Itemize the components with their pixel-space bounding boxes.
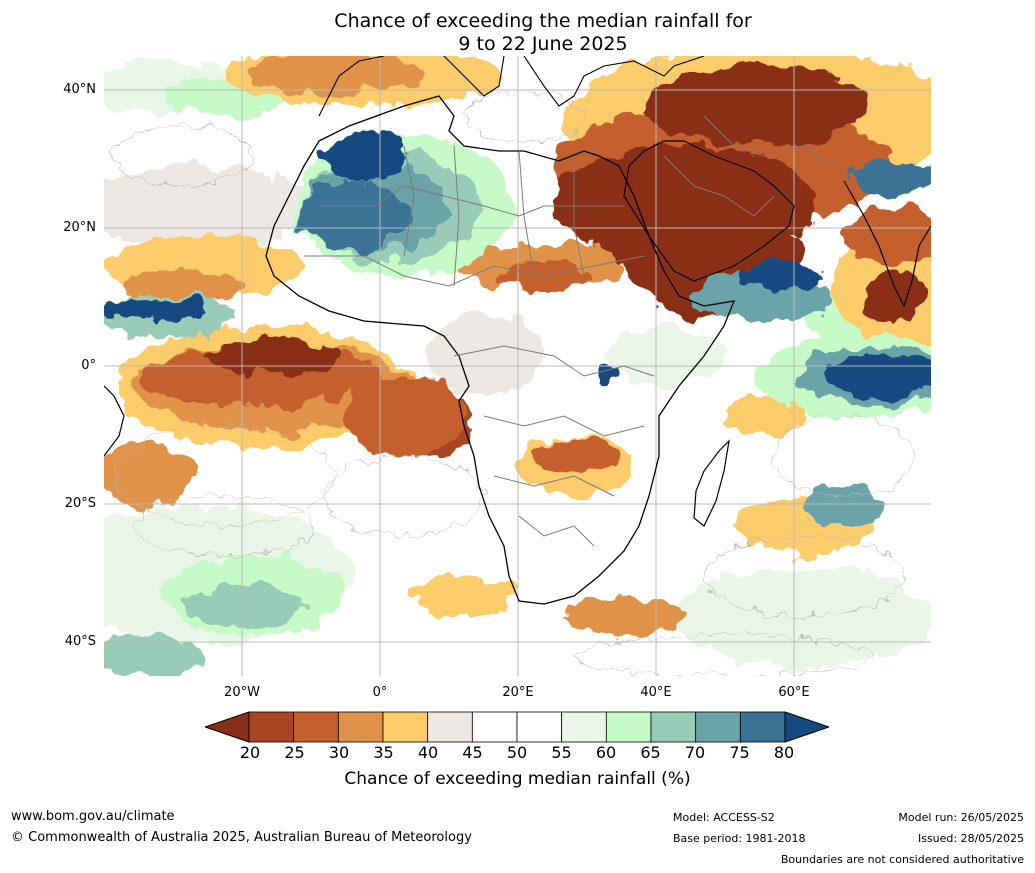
latitude-label-40n: 40°N xyxy=(63,82,96,97)
map-title-line-1: Chance of exceeding the median rainfall … xyxy=(334,10,752,32)
longitude-label-0: 0° xyxy=(372,685,388,700)
colorbar-tick: 40 xyxy=(417,743,439,762)
rainfall-probability-map xyxy=(104,56,931,676)
base-period: Base period: 1981-2018 xyxy=(673,832,806,845)
model-name: Model: ACCESS-S2 xyxy=(673,811,775,824)
madagascar-coastline xyxy=(693,439,730,527)
colorbar-segment xyxy=(561,711,607,743)
colorbar-tick: 55 xyxy=(551,743,572,762)
colorbar-segment xyxy=(605,711,652,743)
longitude-label-20e: 20°E xyxy=(502,685,534,700)
colorbar-tick: 80 xyxy=(773,743,795,762)
colorbar xyxy=(205,711,829,743)
colorbar-tick: 45 xyxy=(462,743,483,762)
country-borders xyxy=(304,115,835,547)
copyright-text: © Commonwealth of Australia 2025, Austra… xyxy=(11,830,472,845)
model-run-date: Model run: 26/05/2025 xyxy=(898,811,1024,824)
colorbar-segment xyxy=(248,711,295,743)
colorbar-tick: 75 xyxy=(729,743,750,762)
arabia-coastline xyxy=(623,140,795,282)
europe-coastline xyxy=(318,56,705,117)
colorbar-tick: 25 xyxy=(284,743,305,762)
colorbar-segment xyxy=(471,711,518,743)
colorbar-label: Chance of exceeding median rainfall (%) xyxy=(344,769,691,789)
colorbar-segment xyxy=(516,711,563,743)
colorbar-segment xyxy=(650,711,697,743)
colorbar-segment xyxy=(382,711,429,743)
colorbar-tick: 50 xyxy=(506,743,528,762)
colorbar-tick: 35 xyxy=(373,743,394,762)
colorbar-segment xyxy=(337,711,384,743)
colorbar-segment xyxy=(739,711,786,743)
africa-coastline xyxy=(265,95,736,605)
website-link[interactable]: www.bom.gov.au/climate xyxy=(11,809,175,824)
latitude-label-20n: 20°N xyxy=(63,220,96,235)
boundary-disclaimer: Boundaries are not considered authoritat… xyxy=(780,853,1024,866)
colorbar-tick: 20 xyxy=(239,743,261,762)
colorbar-tick: 65 xyxy=(640,743,661,762)
map-canvas xyxy=(104,56,931,676)
latitude-label-20s: 20°S xyxy=(64,496,96,511)
colorbar-segment xyxy=(293,711,339,743)
colorbar-tick: 30 xyxy=(328,743,350,762)
india-coastline xyxy=(843,180,931,308)
longitude-label-40e: 40°E xyxy=(640,685,672,700)
longitude-label-60e: 60°E xyxy=(778,685,810,700)
latitude-label-40s: 40°S xyxy=(64,634,96,649)
issued-date: Issued: 28/05/2025 xyxy=(917,832,1024,845)
longitude-label-20w: 20°W xyxy=(224,685,260,700)
colorbar-segment xyxy=(695,711,741,743)
south-america-coastline xyxy=(104,385,125,457)
colorbar-upper-extension xyxy=(784,711,829,743)
contour-lines xyxy=(113,90,915,676)
colorbar-lower-extension xyxy=(205,711,250,743)
colorbar-segment xyxy=(427,711,473,743)
colorbar-tick: 60 xyxy=(595,743,617,762)
graticule xyxy=(104,56,931,676)
colorbar-tick: 70 xyxy=(684,743,706,762)
map-title-line-2: 9 to 22 June 2025 xyxy=(458,33,628,55)
latitude-label-equator: 0° xyxy=(81,358,96,373)
